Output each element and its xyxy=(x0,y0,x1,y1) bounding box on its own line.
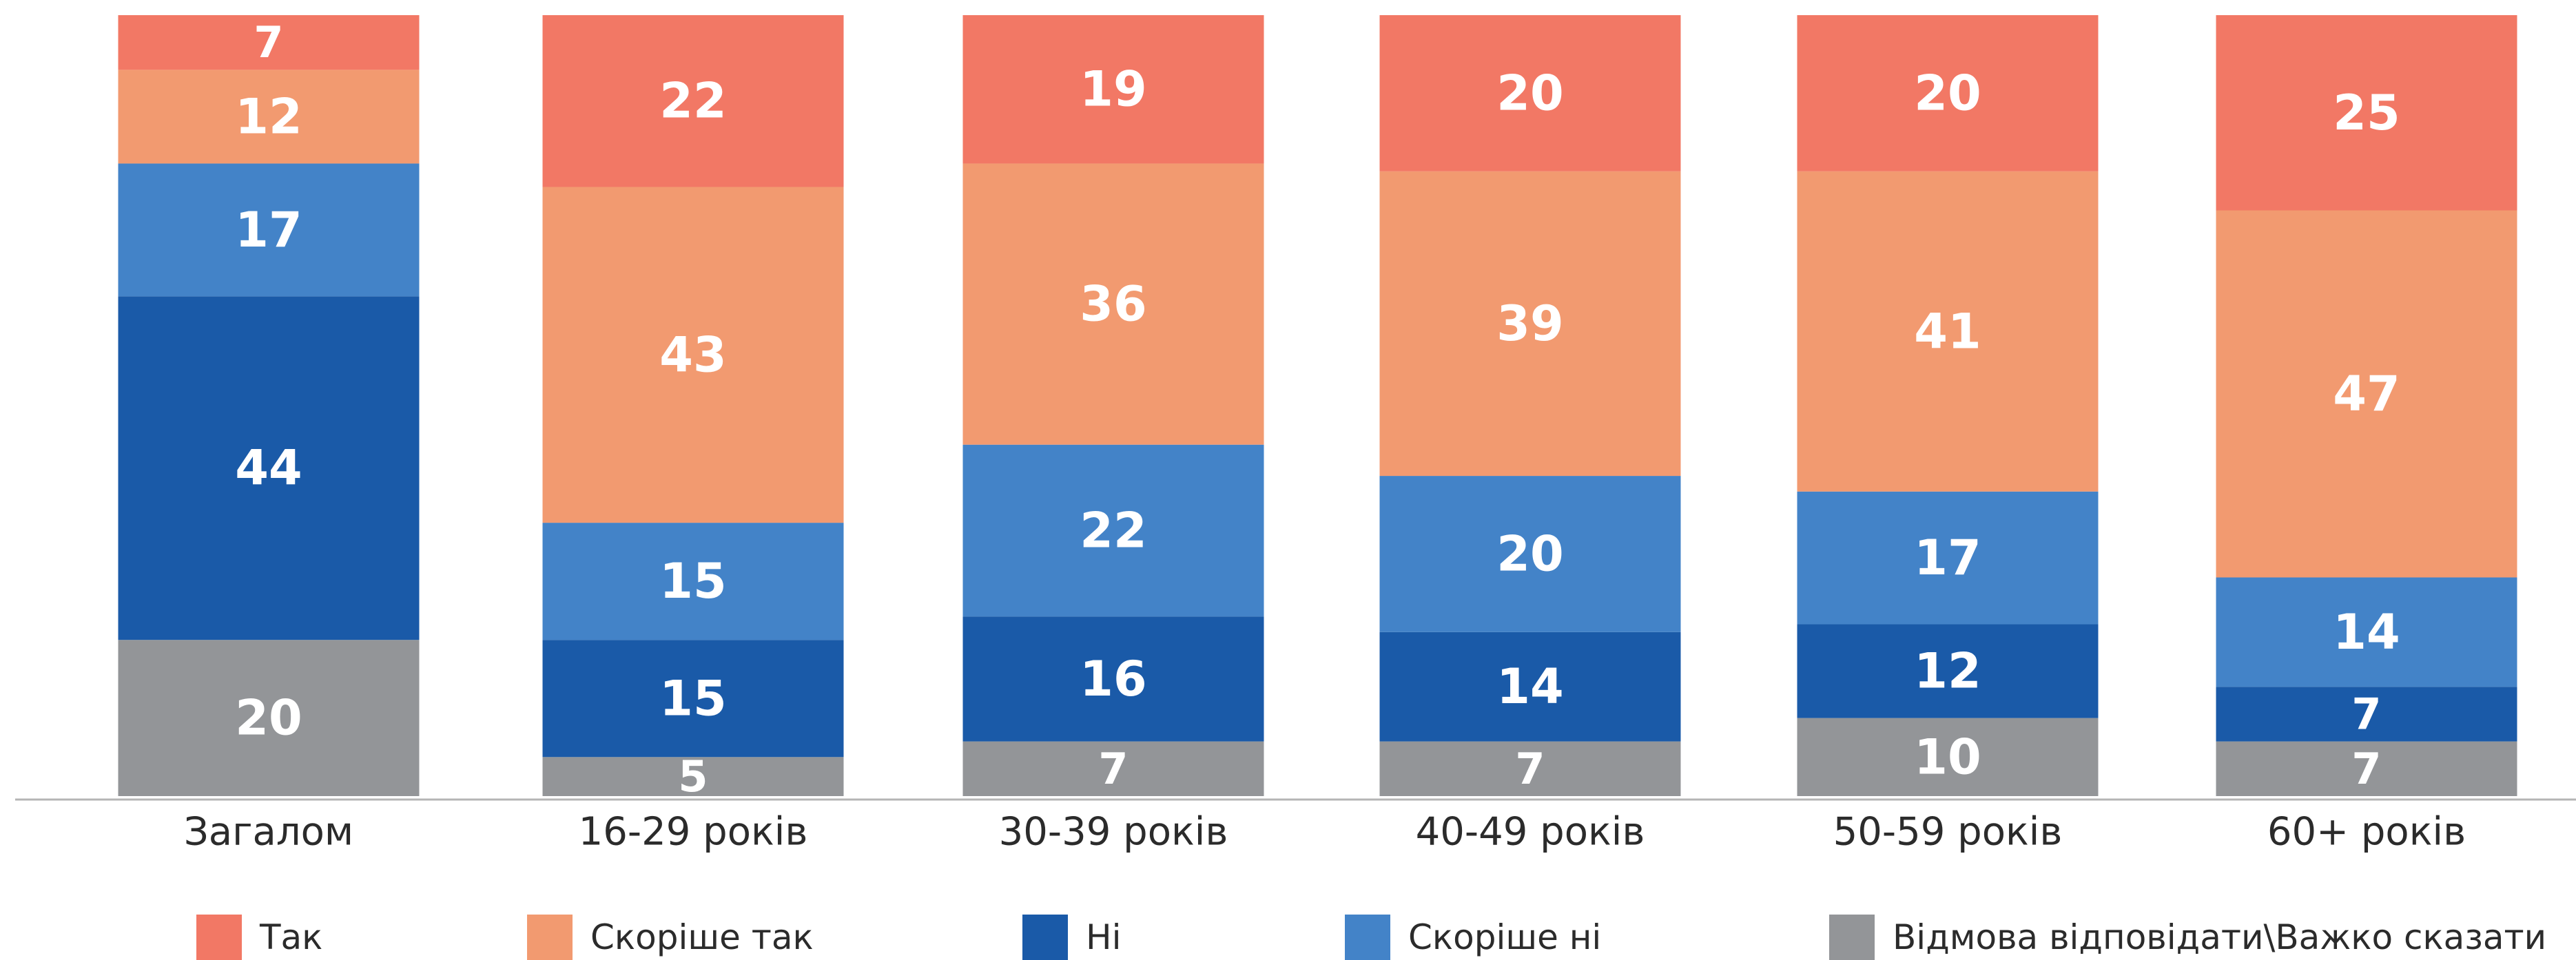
bar-segment xyxy=(1797,171,2099,492)
category-label: 16-29 років xyxy=(579,810,808,855)
data-label: 7 xyxy=(2351,744,2381,794)
data-label: 44 xyxy=(235,440,302,497)
legend-item: Так xyxy=(196,915,323,960)
legend-swatch xyxy=(527,915,573,960)
legend-swatch xyxy=(196,915,242,960)
bar-segment xyxy=(1797,491,2099,625)
legend-item: Ні xyxy=(1022,915,1122,960)
data-label: 41 xyxy=(1914,303,1981,359)
data-label: 43 xyxy=(659,326,726,383)
legend: Так Скоріше так Ні Скоріше ні Відмова відпов… xyxy=(0,895,2576,960)
data-label: 17 xyxy=(235,202,302,258)
bar-segment xyxy=(1379,632,1681,742)
category-label: 30-39 років xyxy=(999,810,1228,855)
data-label: 12 xyxy=(235,88,302,145)
data-label: 39 xyxy=(1496,295,1563,352)
data-label: 7 xyxy=(1515,744,1545,794)
category-label: Загалом xyxy=(184,810,353,855)
legend-swatch xyxy=(1345,915,1390,960)
bar-segment xyxy=(1797,718,2099,796)
data-label: 20 xyxy=(1496,65,1563,121)
bar-segment xyxy=(1797,15,2099,171)
data-label: 22 xyxy=(659,73,726,129)
data-label: 47 xyxy=(2333,366,2400,422)
category-label: 40-49 років xyxy=(1416,810,1645,855)
bar-segment xyxy=(118,163,420,297)
data-label: 15 xyxy=(659,670,726,727)
legend-item: Скоріше ні xyxy=(1345,915,1602,960)
bar-segment xyxy=(2216,210,2517,578)
bar-segment xyxy=(118,640,420,796)
data-label: 36 xyxy=(1080,276,1146,333)
data-label: 25 xyxy=(2333,85,2400,141)
bar-segment xyxy=(542,640,844,758)
bar-segment xyxy=(542,187,844,523)
data-label: 14 xyxy=(1496,658,1563,715)
bar-segment xyxy=(1379,15,1681,171)
data-label: 12 xyxy=(1914,643,1981,700)
bar-segment xyxy=(118,296,420,640)
bars-group: 20 44 17 12 7 5 15 15 43 22 7 16 22 36 19 7 14 20 39 20 10 12… xyxy=(118,15,2517,802)
data-label: 17 xyxy=(1914,530,1981,586)
legend-swatch xyxy=(1829,915,1875,960)
bar-segment xyxy=(1379,741,1681,796)
legend-swatch xyxy=(1022,915,1068,960)
bar-segment xyxy=(542,757,844,796)
bar-segment xyxy=(1797,624,2099,718)
stacked-bar-chart: 20 44 17 12 7 5 15 15 43 22 7 16 22 36 19 7 14 20 39 20 10 12… xyxy=(15,15,2576,855)
legend-label: Відмова відповідати\Важко сказати xyxy=(1893,917,2547,957)
data-label: 7 xyxy=(1098,744,1128,794)
data-label: 16 xyxy=(1080,651,1146,707)
legend-label: Скоріше ні xyxy=(1408,917,1602,957)
data-label: 14 xyxy=(2333,604,2400,660)
data-label: 22 xyxy=(1080,502,1146,559)
data-label: 10 xyxy=(1914,729,1981,785)
bar-segment xyxy=(2216,577,2517,687)
bar-segment xyxy=(962,15,1264,164)
bar-segment xyxy=(962,444,1264,617)
bar-segment xyxy=(962,163,1264,445)
data-label: 7 xyxy=(254,17,283,67)
bar-segment xyxy=(2216,687,2517,742)
bar-segment xyxy=(118,15,420,70)
bar-segment xyxy=(542,15,844,187)
category-label: 50-59 років xyxy=(1833,810,2063,855)
bar-segment xyxy=(2216,741,2517,796)
bar-segment xyxy=(1379,171,1681,477)
bar-segment xyxy=(2216,15,2517,211)
legend-label: Так xyxy=(260,917,323,957)
legend-label: Скоріше так xyxy=(590,917,814,957)
bar-segment xyxy=(118,70,420,164)
bar-segment xyxy=(1379,476,1681,632)
data-label: 15 xyxy=(659,553,726,609)
legend-item: Скоріше так xyxy=(527,915,814,960)
data-label: 7 xyxy=(2351,689,2381,739)
category-labels: Загалом 16-29 років 30-39 років 40-49 років… xyxy=(184,810,2466,855)
data-label: 20 xyxy=(1914,65,1981,121)
bar-segment xyxy=(962,616,1264,742)
bar-segment xyxy=(542,523,844,640)
bar-segment xyxy=(962,741,1264,796)
data-label: 5 xyxy=(678,751,708,802)
legend-label: Ні xyxy=(1086,917,1122,957)
data-label: 20 xyxy=(1496,525,1563,582)
category-label: 60+ років xyxy=(2267,810,2466,855)
data-label: 19 xyxy=(1080,61,1146,118)
legend-item: Відмова відповідати\Важко сказати xyxy=(1829,915,2547,960)
data-label: 20 xyxy=(235,690,302,747)
